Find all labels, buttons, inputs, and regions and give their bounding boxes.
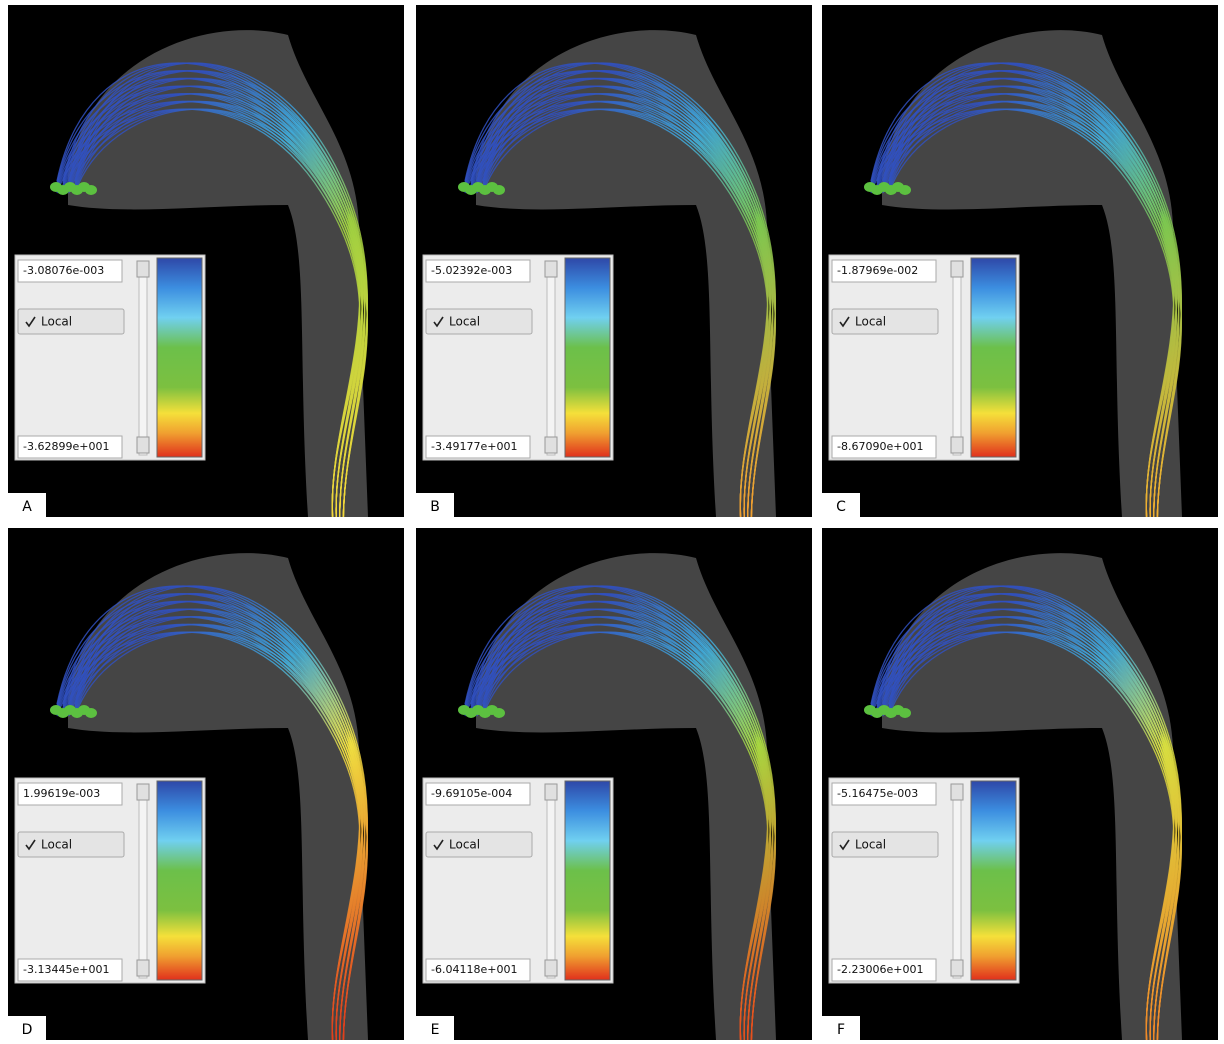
panel-label: E [431, 1022, 440, 1038]
colorbar-legend: -1.87969e-002 Local -8.67090e+001 [829, 255, 1019, 460]
min-value: -6.04118e+001 [431, 963, 517, 976]
local-label: Local [41, 315, 72, 329]
min-value: -2.23006e+001 [837, 963, 923, 976]
colorbar [971, 258, 1016, 457]
colorbar-legend: -5.16475e-003 Local -2.23006e+001 [829, 778, 1019, 983]
slider-handle [951, 261, 963, 277]
slider-handle [137, 437, 149, 453]
min-value: -3.49177e+001 [431, 440, 517, 453]
panel: -1.87969e-002 Local -8.67090e+001 C [822, 5, 1218, 517]
slider-handle [545, 960, 557, 976]
panel-label: A [22, 499, 32, 515]
panel: -5.02392e-003 Local -3.49177e+001 B [416, 5, 812, 517]
max-value: -5.16475e-003 [837, 787, 918, 800]
max-value: -3.08076e-003 [23, 264, 104, 277]
local-label: Local [41, 838, 72, 852]
colorbar [157, 781, 202, 980]
colorbar-legend: -3.08076e-003 Local -3.62899e+001 [15, 255, 205, 460]
panel: 1.99619e-003 Local -3.13445e+001 D [8, 528, 404, 1040]
colorbar [565, 258, 610, 457]
slider-handle [545, 437, 557, 453]
slider-handle [545, 784, 557, 800]
local-label: Local [855, 315, 886, 329]
figure: -3.08076e-003 Local -3.62899e+001 A -5.02392… [0, 0, 1224, 1044]
nostril-seed [493, 708, 505, 718]
panel: -5.16475e-003 Local -2.23006e+001 F [822, 528, 1218, 1040]
colorbar [565, 781, 610, 980]
max-value: 1.99619e-003 [23, 787, 100, 800]
nostril-seed [85, 185, 97, 195]
min-value: -3.62899e+001 [23, 440, 109, 453]
slider-handle [951, 437, 963, 453]
local-label: Local [449, 315, 480, 329]
max-value: -9.69105e-004 [431, 787, 512, 800]
local-label: Local [855, 838, 886, 852]
local-label: Local [449, 838, 480, 852]
min-value: -3.13445e+001 [23, 963, 109, 976]
slider-track [953, 261, 961, 455]
slider-handle [951, 784, 963, 800]
slider-track [139, 784, 147, 978]
panel-label: B [430, 499, 440, 515]
slider-track [139, 261, 147, 455]
slider-track [547, 784, 555, 978]
slider-handle [545, 261, 557, 277]
slider-handle [137, 960, 149, 976]
slider-handle [137, 261, 149, 277]
min-value: -8.67090e+001 [837, 440, 923, 453]
panel-label: C [836, 499, 846, 515]
nostril-seed [899, 185, 911, 195]
colorbar-legend: 1.99619e-003 Local -3.13445e+001 [15, 778, 205, 983]
max-value: -5.02392e-003 [431, 264, 512, 277]
panel: -3.08076e-003 Local -3.62899e+001 A [8, 5, 404, 517]
colorbar [971, 781, 1016, 980]
nostril-seed [85, 708, 97, 718]
colorbar [157, 258, 202, 457]
panel-label: D [22, 1022, 33, 1038]
colorbar-legend: -5.02392e-003 Local -3.49177e+001 [423, 255, 613, 460]
slider-track [547, 261, 555, 455]
nostril-seed [493, 185, 505, 195]
panel: -9.69105e-004 Local -6.04118e+001 E [416, 528, 812, 1040]
nostril-seed [899, 708, 911, 718]
max-value: -1.87969e-002 [837, 264, 918, 277]
slider-track [953, 784, 961, 978]
slider-handle [137, 784, 149, 800]
panel-label: F [837, 1022, 845, 1038]
colorbar-legend: -9.69105e-004 Local -6.04118e+001 [423, 778, 613, 983]
slider-handle [951, 960, 963, 976]
